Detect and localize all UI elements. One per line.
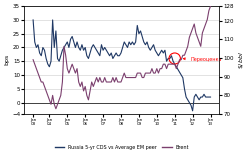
Legend: Russia 5-yr CDS vs Average EM peer, Brent: Russia 5-yr CDS vs Average EM peer, Bren… [53,143,191,152]
Y-axis label: $\$/bbl$: $\$/bbl$ [237,51,246,69]
Y-axis label: bps: bps [4,54,9,66]
Text: Переоценка: Переоценка [183,57,222,62]
